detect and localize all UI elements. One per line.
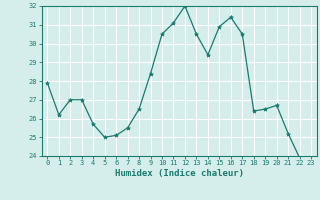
- X-axis label: Humidex (Indice chaleur): Humidex (Indice chaleur): [115, 169, 244, 178]
